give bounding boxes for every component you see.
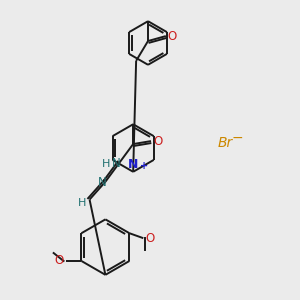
Text: O: O (145, 232, 154, 245)
Text: N: N (98, 176, 107, 189)
Text: O: O (54, 254, 64, 268)
Text: H: H (77, 197, 86, 208)
Text: Br: Br (218, 136, 232, 150)
Text: O: O (168, 30, 177, 43)
Text: +: + (140, 161, 148, 171)
Text: H: H (102, 159, 111, 169)
Text: O: O (153, 135, 162, 148)
Text: −: − (231, 131, 243, 145)
Text: N: N (128, 158, 138, 171)
Text: N: N (112, 158, 121, 170)
